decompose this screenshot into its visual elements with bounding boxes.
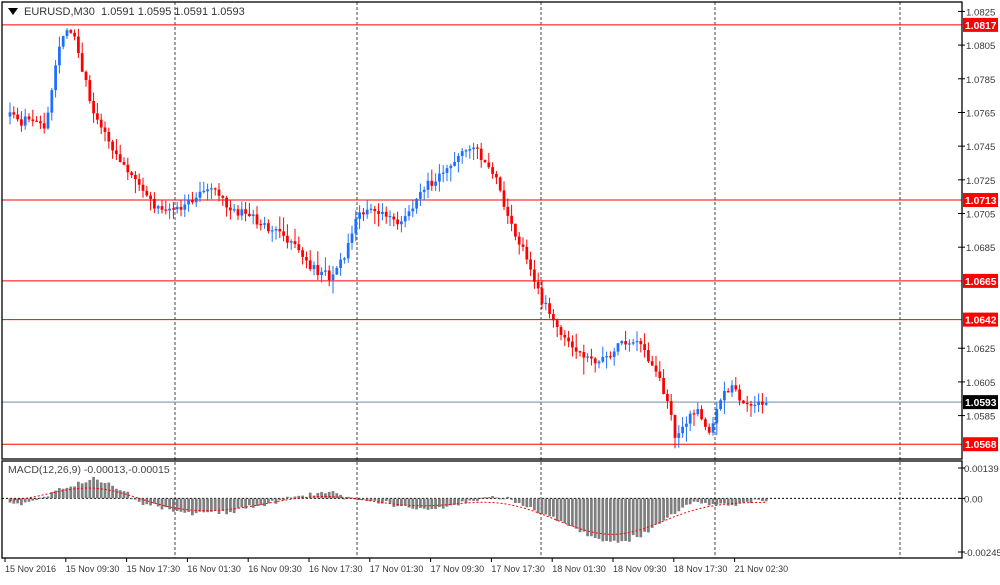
svg-text:16 Nov 01:30: 16 Nov 01:30 xyxy=(187,564,241,574)
svg-text:1.0642: 1.0642 xyxy=(965,316,997,327)
svg-text:15 Nov 17:30: 15 Nov 17:30 xyxy=(127,564,181,574)
svg-text:1.0705: 1.0705 xyxy=(966,210,995,221)
svg-text:1.0825: 1.0825 xyxy=(966,7,995,18)
svg-text:1.0568: 1.0568 xyxy=(965,440,997,451)
svg-text:1.0605: 1.0605 xyxy=(966,378,995,389)
svg-text:1.0685: 1.0685 xyxy=(966,243,995,254)
svg-text:1.0585: 1.0585 xyxy=(966,412,995,423)
svg-text:15 Nov 2016: 15 Nov 2016 xyxy=(5,564,56,574)
svg-text:1.0713: 1.0713 xyxy=(965,196,997,207)
svg-text:17 Nov 17:30: 17 Nov 17:30 xyxy=(491,564,545,574)
svg-text:16 Nov 09:30: 16 Nov 09:30 xyxy=(248,564,302,574)
svg-text:1.0625: 1.0625 xyxy=(966,344,995,355)
svg-text:1.0593: 1.0593 xyxy=(965,398,997,409)
svg-text:0.00: 0.00 xyxy=(964,494,983,505)
svg-text:17 Nov 01:30: 17 Nov 01:30 xyxy=(370,564,424,574)
svg-text:15 Nov 09:30: 15 Nov 09:30 xyxy=(66,564,120,574)
svg-text:16 Nov 17:30: 16 Nov 17:30 xyxy=(309,564,363,574)
svg-text:1.0785: 1.0785 xyxy=(966,75,995,86)
svg-text:1.0805: 1.0805 xyxy=(966,41,995,52)
svg-text:-0.00245: -0.00245 xyxy=(964,548,1000,559)
svg-text:1.0725: 1.0725 xyxy=(966,176,995,187)
svg-text:1.0817: 1.0817 xyxy=(965,21,997,32)
svg-text:21 Nov 02:30: 21 Nov 02:30 xyxy=(735,564,789,574)
svg-text:EURUSD,M30 1.0591 1.0595 1.05: EURUSD,M30 1.0591 1.0595 1.0591 1.0593 xyxy=(24,6,245,18)
svg-text:1.0745: 1.0745 xyxy=(966,142,995,153)
svg-text:17 Nov 09:30: 17 Nov 09:30 xyxy=(431,564,485,574)
svg-text:1.0765: 1.0765 xyxy=(966,108,995,119)
svg-text:0.00139: 0.00139 xyxy=(964,464,999,475)
svg-text:1.0665: 1.0665 xyxy=(965,277,997,288)
svg-text:18 Nov 09:30: 18 Nov 09:30 xyxy=(613,564,667,574)
svg-text:18 Nov 01:30: 18 Nov 01:30 xyxy=(552,564,606,574)
svg-text:18 Nov 17:30: 18 Nov 17:30 xyxy=(674,564,728,574)
svg-text:MACD(12,26,9) -0.00013,-0.0001: MACD(12,26,9) -0.00013,-0.00015 xyxy=(8,464,170,476)
